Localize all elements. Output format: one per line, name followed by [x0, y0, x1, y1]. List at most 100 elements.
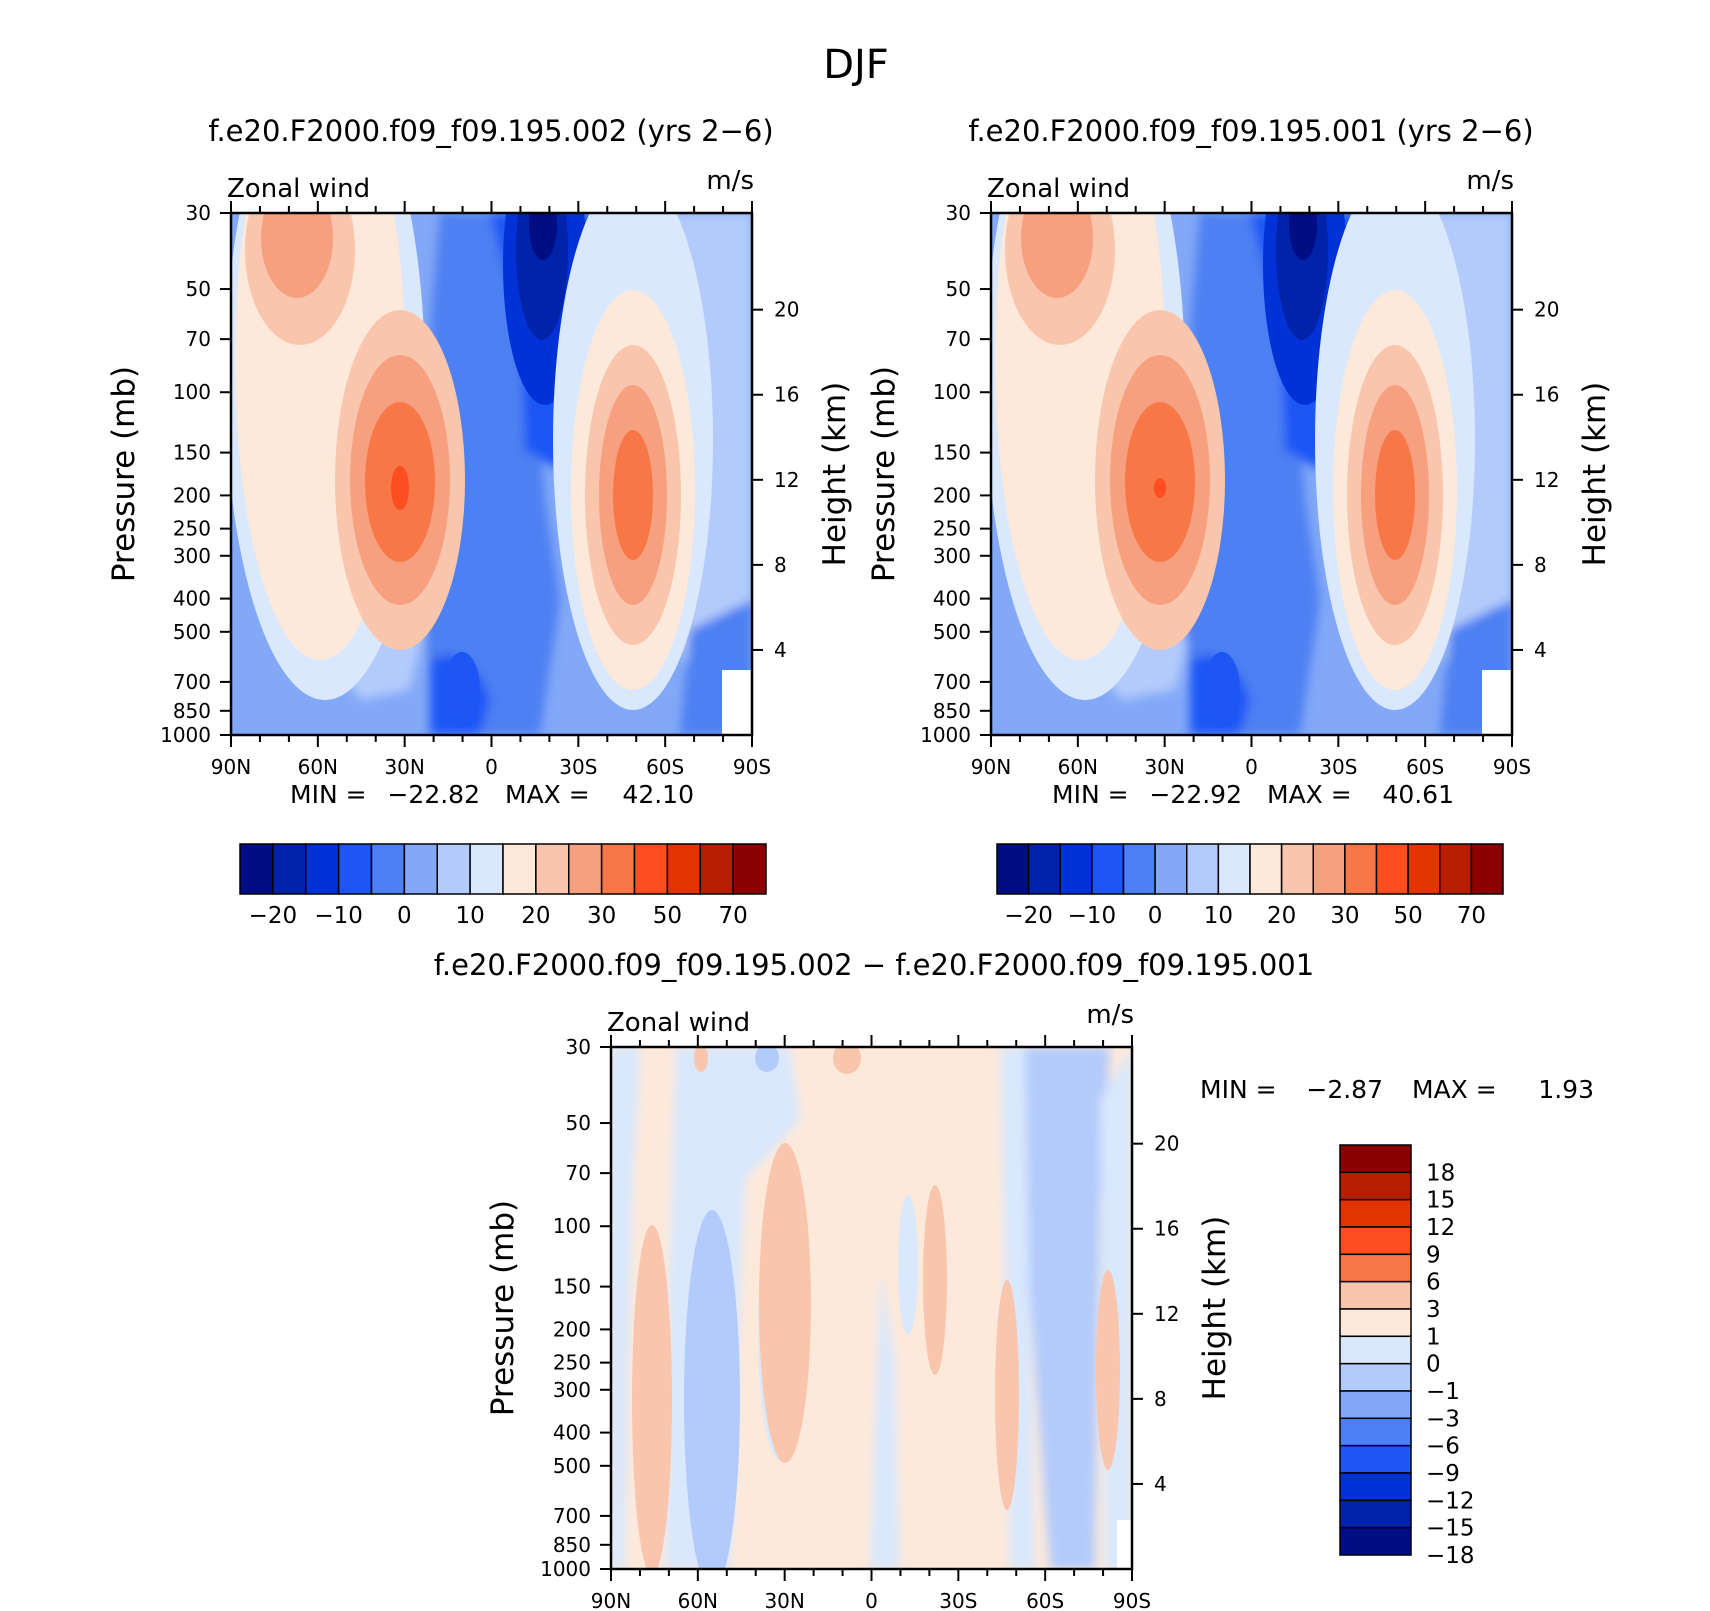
panel-c-colorbar-label-5: 3 — [1426, 1297, 1441, 1323]
panel-b-colorbar-box-1 — [1027, 843, 1061, 895]
panel-c-xtick-label-2: 30N — [764, 1589, 804, 1611]
panel-b-colorbar-box-15 — [1470, 843, 1504, 895]
panel-b-colorbar-box-14 — [1439, 843, 1473, 895]
panel-c-max-label: MAX = — [1412, 1075, 1497, 1104]
panel-b-colorbar-box-13 — [1407, 843, 1441, 895]
panel-a-ytick-label-0: 30 — [186, 201, 211, 225]
panel-c-y2tick-label-1: 8 — [1154, 1387, 1167, 1411]
panel-c-ytick-label-0: 30 — [566, 1035, 591, 1059]
panel-b-colorbar-label-0: −20 — [1004, 903, 1053, 929]
panel-b-y2tick-label-0: 4 — [1534, 638, 1547, 662]
panel-b-ytick-label-3: 100 — [933, 380, 971, 404]
panel-a-ytick-label-4: 150 — [173, 441, 211, 465]
panel-b-xtick-label-5: 60S — [1406, 755, 1444, 779]
panel-c-min-label: MIN = — [1200, 1075, 1277, 1104]
panel-a-colorbar-box-1 — [272, 843, 307, 895]
panel-c-ytick-label-10: 700 — [553, 1504, 591, 1528]
panel-b-colorbar-label-1: −10 — [1068, 903, 1117, 929]
panel-c-contour-band-1 — [684, 1210, 740, 1569]
panel-c-colorbar-label-14: −18 — [1426, 1543, 1475, 1569]
panel-a-left-title: Zonal wind — [227, 174, 370, 204]
panel-c-colorbar-box-13 — [1339, 1499, 1412, 1529]
panel-a-colorbar-box-3 — [337, 843, 373, 895]
panel-a-colorbar-label-3: 10 — [455, 903, 484, 929]
panel-a-ytick-label-11: 850 — [173, 699, 211, 723]
panel-a-colorbar-label-0: −20 — [249, 903, 298, 929]
panel-b-ytick-label-6: 250 — [933, 517, 971, 541]
panel-a-y2label: Height (km) — [817, 382, 853, 567]
panel-a-ytick-label-12: 1000 — [160, 723, 211, 747]
panel-a-y2tick-label-0: 4 — [774, 638, 787, 662]
panel-b-colorbar-box-7 — [1217, 843, 1251, 895]
panel-b-contour-field — [991, 213, 1512, 735]
panel-a-colorbar-label-2: 0 — [397, 903, 412, 929]
panel-c-contour-band-0 — [632, 1225, 672, 1569]
panel-a-units: m/s — [706, 166, 754, 196]
panel-a-min-value: −22.82 — [387, 780, 480, 809]
panel-c-units: m/s — [1086, 1000, 1134, 1030]
panel-c-ytick-label-11: 850 — [553, 1533, 591, 1557]
panel-c-ytick-label-5: 200 — [553, 1317, 591, 1341]
panel-b-colorbar-label-6: 50 — [1393, 903, 1422, 929]
panel-c-ytick-label-12: 1000 — [540, 1557, 591, 1581]
panel-b-xtick-label-2: 30N — [1144, 755, 1184, 779]
panel-b-xtick-label-0: 90N — [971, 755, 1011, 779]
panel-a-min-label: MIN = — [290, 780, 367, 809]
panel-a-y2tick-label-1: 8 — [774, 553, 787, 577]
panel-c-colorbar-box-7 — [1339, 1335, 1412, 1365]
panel-c-colorbar-box-0 — [1339, 1144, 1412, 1174]
panel-a-colorbar-box-14 — [699, 843, 734, 895]
panel-a-xtick-label-6: 90S — [733, 755, 771, 779]
figure-title: DJF — [823, 42, 889, 88]
panel-b-ticks: 3050701001502002503004005007008501000481… — [920, 201, 1559, 779]
panel-c: f.e20.F2000.f09_f09.195.002 − f.e20.F200… — [434, 948, 1594, 1611]
panel-a-colorbar-box-12 — [633, 843, 669, 895]
panel-b-colorbar-box-11 — [1344, 843, 1378, 895]
panel-b-ytick-label-12: 1000 — [920, 723, 971, 747]
panel-b-colorbar-box-5 — [1154, 843, 1188, 895]
panel-a-ytick-label-5: 200 — [173, 483, 211, 507]
panel-c-colorbar-label-1: 15 — [1426, 1188, 1455, 1214]
panel-b: f.e20.F2000.f09_f09.195.001 (yrs 2−6) Zo… — [866, 114, 1613, 929]
panel-b-y2tick-label-4: 20 — [1534, 298, 1559, 322]
panel-c-colorbar-label-3: 9 — [1426, 1242, 1441, 1268]
panel-c-colorbar-box-12 — [1339, 1472, 1412, 1502]
panel-b-colorbar-box-4 — [1122, 843, 1156, 895]
panel-b-ytick-label-11: 850 — [933, 699, 971, 723]
panel-a-colorbar-box-9 — [535, 843, 570, 895]
panel-b-min-value: −22.92 — [1149, 780, 1242, 809]
panel-a-contour-band-15 — [613, 430, 653, 560]
panel-a-contour-band-10 — [529, 213, 557, 260]
panel-a-y2tick-label-2: 12 — [774, 468, 799, 492]
panel-b-colorbar-box-10 — [1312, 843, 1346, 895]
panel-a-colorbar-label-1: −10 — [314, 903, 363, 929]
panel-b-xtick-label-6: 90S — [1493, 755, 1531, 779]
panel-b-ytick-label-9: 500 — [933, 620, 971, 644]
panel-c-colorbar-label-12: −12 — [1426, 1488, 1475, 1514]
panel-a-contour-band-3 — [261, 213, 333, 298]
panel-a-max-label: MAX = — [505, 780, 590, 809]
panel-b-ytick-label-10: 700 — [933, 670, 971, 694]
panel-b-ytick-label-8: 400 — [933, 587, 971, 611]
panel-c-xtick-label-6: 90S — [1113, 1589, 1151, 1611]
panel-c-y2tick-label-2: 12 — [1154, 1302, 1179, 1326]
panel-c-contour-band-9 — [755, 1047, 779, 1072]
panel-b-xtick-label-3: 0 — [1245, 755, 1258, 779]
panel-a-colorbar-box-7 — [469, 843, 504, 895]
panel-c-colorbar-label-10: −6 — [1426, 1434, 1460, 1460]
panel-a-colorbar-box-10 — [568, 843, 603, 895]
panel-a-colorbar-box-6 — [436, 843, 471, 895]
panel-b-y2tick-label-2: 12 — [1534, 468, 1559, 492]
panel-a: f.e20.F2000.f09_f09.195.002 (yrs 2−6) Zo… — [106, 114, 853, 929]
panel-c-contour-band-4 — [898, 1195, 918, 1335]
panel-b-ytick-label-4: 150 — [933, 441, 971, 465]
panel-b-colorbar-box-3 — [1091, 843, 1125, 895]
panel-a-colorbar-box-8 — [502, 843, 537, 895]
panel-c-colorbar-label-13: −15 — [1426, 1516, 1475, 1542]
panel-c-colorbar-box-6 — [1339, 1308, 1412, 1338]
panel-c-colorbar-label-7: 0 — [1426, 1352, 1441, 1378]
panel-a-colorbar-box-11 — [600, 843, 636, 895]
panel-a-ytick-label-6: 250 — [173, 517, 211, 541]
panel-c-colorbar-box-11 — [1339, 1444, 1412, 1474]
panel-c-colorbar-box-10 — [1339, 1417, 1412, 1447]
